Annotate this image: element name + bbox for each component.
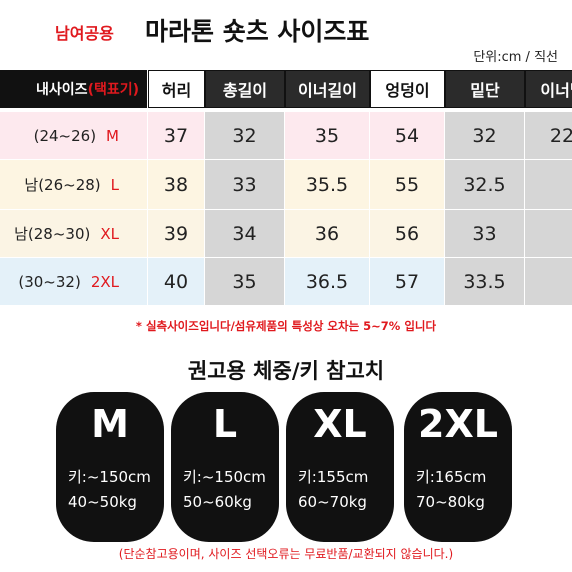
size-range: 남(28~30) bbox=[14, 225, 91, 243]
note: * 실측사이즈입니다/섬유제품의 특성상 오차는 5~7% 입니다 bbox=[135, 319, 437, 333]
badge-weight: 60~70kg bbox=[298, 493, 367, 511]
size-cell: (30~32) 2XL bbox=[0, 258, 148, 306]
empty-cell bbox=[525, 210, 572, 258]
size-code: 2XL bbox=[90, 272, 119, 291]
value-cell: 35 bbox=[205, 258, 285, 306]
column-header: 엉덩이 bbox=[370, 70, 445, 108]
column-header: 이너밑 bbox=[525, 70, 572, 108]
badge-size: XL bbox=[313, 402, 367, 446]
size-badge: XL 키:155cm 60~70kg bbox=[286, 392, 394, 542]
badge-height: 키:~150cm bbox=[183, 468, 266, 486]
size-code: L bbox=[110, 175, 119, 194]
value-cell: 32 bbox=[445, 112, 525, 160]
size-header: 내사이즈 (택표기) bbox=[0, 70, 148, 108]
value-cell: 22 bbox=[525, 112, 572, 160]
size-badge: M 키:~150cm 40~50kg bbox=[56, 392, 164, 542]
title: 마라톤 숏츠 사이즈표 bbox=[145, 17, 370, 46]
size-range: (24~26) bbox=[33, 126, 97, 145]
column-header: 허리 bbox=[148, 70, 205, 108]
value-cell: 57 bbox=[370, 258, 445, 306]
value-cell: 35 bbox=[285, 112, 370, 160]
size-badge: L 키:~150cm 50~60kg bbox=[171, 392, 279, 542]
badge-size: L bbox=[212, 402, 238, 446]
value-cell: 33.5 bbox=[445, 258, 525, 306]
badge-size: M bbox=[91, 402, 129, 446]
value-cell: 40 bbox=[148, 258, 205, 306]
size-code: XL bbox=[100, 224, 119, 243]
value-cell: 35.5 bbox=[285, 160, 370, 210]
size-badge: 2XL 키:165cm 70~80kg bbox=[404, 392, 512, 542]
footer: (단순참고용이며, 사이즈 선택오류는 무료반품/교환되지 않습니다.) bbox=[118, 547, 454, 561]
value-cell: 34 bbox=[205, 210, 285, 258]
size-header-label: 내사이즈 bbox=[36, 82, 88, 98]
value-cell: 55 bbox=[370, 160, 445, 210]
size-cell: 남(26~28) L bbox=[0, 160, 148, 210]
badge-weight: 50~60kg bbox=[183, 493, 252, 511]
column-header: 이너길이 bbox=[285, 70, 370, 108]
size-range: 남(26~28) bbox=[24, 176, 101, 194]
badge-height: 키:155cm bbox=[298, 468, 369, 486]
column-header: 총길이 bbox=[205, 70, 285, 108]
size-range: (30~32) bbox=[18, 272, 81, 291]
value-cell: 32.5 bbox=[445, 160, 525, 210]
value-cell: 33 bbox=[445, 210, 525, 258]
recommend-title: 권고용 체중/키 참고치 bbox=[187, 359, 385, 383]
value-cell: 56 bbox=[370, 210, 445, 258]
badge-weight: 70~80kg bbox=[416, 493, 485, 511]
value-cell: 33 bbox=[205, 160, 285, 210]
size-code: M bbox=[106, 126, 119, 145]
size-cell: (24~26) M bbox=[0, 112, 148, 160]
value-cell: 54 bbox=[370, 112, 445, 160]
value-cell: 36 bbox=[285, 210, 370, 258]
empty-cell bbox=[525, 258, 572, 306]
badge-weight: 40~50kg bbox=[68, 493, 137, 511]
unit: 단위:cm / 직선 bbox=[473, 50, 558, 65]
badge-height: 키:165cm bbox=[416, 468, 487, 486]
badge-height: 키:~150cm bbox=[68, 468, 151, 486]
size-header-note: (택표기) bbox=[87, 82, 139, 98]
value-cell: 39 bbox=[148, 210, 205, 258]
value-cell: 32 bbox=[205, 112, 285, 160]
value-cell: 38 bbox=[148, 160, 205, 210]
value-cell: 36.5 bbox=[285, 258, 370, 306]
value-cell: 37 bbox=[148, 112, 205, 160]
tag: 남여공용 bbox=[55, 24, 114, 43]
column-header: 밑단 bbox=[445, 70, 525, 108]
badge-size: 2XL bbox=[418, 402, 498, 446]
empty-cell bbox=[525, 160, 572, 210]
size-cell: 남(28~30) XL bbox=[0, 210, 148, 258]
